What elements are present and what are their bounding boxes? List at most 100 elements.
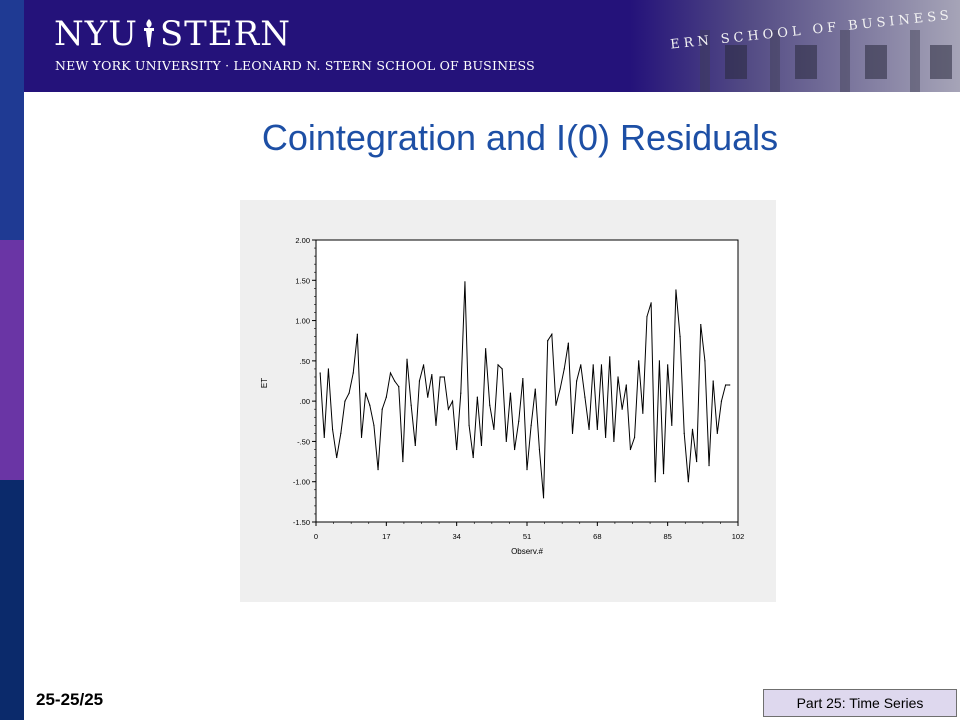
data-point bbox=[513, 448, 516, 451]
data-point bbox=[410, 404, 412, 406]
data-point bbox=[464, 281, 466, 283]
data-point bbox=[654, 481, 656, 483]
header-banner: ERN SCHOOL OF BUSINESS NYU STERN NEW YORK… bbox=[24, 0, 960, 92]
data-point bbox=[447, 408, 449, 410]
data-point bbox=[625, 384, 627, 386]
building-photo: ERN SCHOOL OF BUSINESS bbox=[630, 0, 960, 92]
data-point bbox=[542, 497, 545, 499]
left-accent-bar bbox=[0, 0, 24, 720]
data-point bbox=[704, 360, 706, 362]
data-point bbox=[646, 315, 648, 318]
logo-tagline: NEW YORK UNIVERSITY · LEONARD N. STERN S… bbox=[55, 58, 535, 73]
data-point bbox=[344, 400, 346, 402]
y-tick-label: -1.00 bbox=[293, 478, 310, 487]
data-point bbox=[497, 364, 499, 366]
y-axis-label: ET bbox=[260, 378, 269, 388]
series-line bbox=[319, 281, 730, 498]
data-point bbox=[435, 424, 437, 426]
data-point bbox=[547, 340, 549, 342]
data-point bbox=[729, 384, 731, 386]
chart-panel: 2.00 1.50 1.00 .50 .00 -.50 -1.00 -1.50 0 17 34 51… bbox=[240, 200, 776, 602]
data-point bbox=[451, 400, 454, 402]
data-point bbox=[642, 412, 644, 414]
logo-stern-text: STERN bbox=[159, 14, 291, 54]
data-point bbox=[588, 428, 590, 430]
y-tick-label: 1.00 bbox=[295, 317, 310, 326]
x-tick-label: 17 bbox=[382, 532, 390, 541]
data-point bbox=[571, 432, 574, 434]
y-tick-label: .50 bbox=[300, 357, 310, 366]
torch-icon bbox=[143, 19, 154, 47]
data-point bbox=[605, 436, 607, 438]
nyu-stern-logo: NYU STERN bbox=[54, 14, 291, 54]
data-point bbox=[667, 364, 669, 366]
data-point bbox=[522, 377, 524, 380]
data-point bbox=[456, 448, 458, 451]
data-point bbox=[658, 360, 660, 362]
data-point bbox=[331, 428, 334, 430]
data-point bbox=[480, 444, 483, 447]
data-point bbox=[576, 380, 578, 382]
data-point bbox=[327, 368, 330, 370]
data-point bbox=[394, 380, 396, 382]
slide-number: 25-25/25 bbox=[36, 690, 104, 709]
x-tick-label: 0 bbox=[314, 532, 318, 541]
data-point bbox=[687, 481, 689, 483]
data-point bbox=[431, 373, 433, 376]
data-point bbox=[629, 448, 632, 451]
data-point bbox=[600, 364, 603, 366]
data-point bbox=[621, 408, 623, 410]
data-point bbox=[485, 348, 487, 350]
data-point bbox=[559, 388, 561, 390]
y-tick-label: 2.00 bbox=[295, 236, 310, 245]
data-point bbox=[716, 432, 718, 434]
data-point bbox=[323, 436, 325, 438]
plot-area bbox=[315, 239, 739, 523]
x-axis-label: Observ.# bbox=[511, 547, 543, 556]
data-point bbox=[584, 396, 586, 398]
data-point bbox=[671, 424, 673, 426]
data-point bbox=[530, 424, 532, 426]
data-point bbox=[526, 469, 528, 471]
data-point bbox=[356, 333, 358, 335]
data-point bbox=[389, 372, 392, 374]
data-point bbox=[592, 364, 594, 366]
data-point bbox=[385, 396, 387, 398]
data-point bbox=[555, 404, 557, 406]
data-point bbox=[402, 460, 404, 463]
data-point bbox=[720, 400, 723, 402]
data-point bbox=[679, 336, 681, 338]
series-group bbox=[319, 281, 731, 499]
data-point bbox=[418, 380, 421, 382]
data-point bbox=[422, 364, 425, 366]
x-tick-label: 34 bbox=[452, 532, 460, 541]
data-point bbox=[381, 408, 383, 410]
data-point bbox=[472, 456, 474, 459]
data-point bbox=[336, 456, 338, 459]
data-point bbox=[567, 342, 569, 344]
data-point bbox=[691, 428, 694, 430]
data-point bbox=[501, 368, 503, 370]
data-point bbox=[683, 432, 685, 434]
data-point bbox=[708, 465, 710, 467]
data-point bbox=[596, 428, 598, 430]
logo-nyu-text: NYU bbox=[54, 14, 138, 54]
data-point bbox=[563, 368, 565, 370]
data-point bbox=[427, 396, 429, 398]
x-tick-label: 68 bbox=[593, 532, 601, 541]
data-point bbox=[724, 384, 727, 386]
y-tick-label: -1.50 bbox=[293, 518, 310, 527]
data-point bbox=[580, 364, 582, 366]
data-point bbox=[712, 380, 714, 382]
data-point bbox=[613, 440, 615, 443]
data-point bbox=[340, 432, 342, 434]
y-axis: 2.00 1.50 1.00 .50 .00 -.50 -1.00 -1.50 bbox=[293, 236, 316, 527]
data-point bbox=[509, 392, 512, 394]
left-bar-segment-middle bbox=[0, 240, 24, 480]
data-point bbox=[406, 358, 408, 360]
x-tick-label: 85 bbox=[663, 532, 671, 541]
data-point bbox=[518, 420, 520, 422]
data-point bbox=[476, 396, 478, 398]
left-bar-segment-top bbox=[0, 0, 24, 240]
data-point bbox=[493, 428, 495, 430]
